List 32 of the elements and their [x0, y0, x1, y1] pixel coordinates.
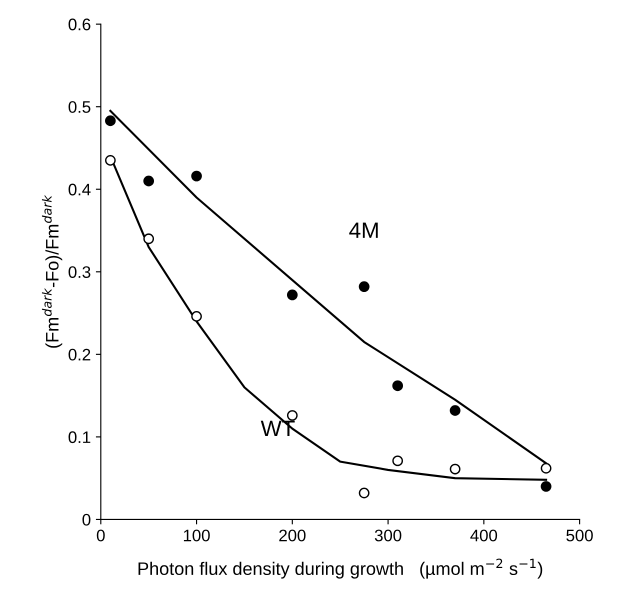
x-tick-label: 500: [566, 530, 593, 542]
y-tick-label: 0.6: [68, 18, 90, 30]
x-axis-title: Photon flux density during growth (µmol m$^{−2}$ s$^{−1}$): [138, 558, 542, 579]
y-tick-label: 0.1: [68, 431, 90, 444]
point: [540, 462, 552, 474]
y-tick-label: 0.5: [68, 101, 90, 113]
point: [392, 455, 404, 466]
x-tick-label: 100: [184, 530, 210, 542]
point: [358, 488, 370, 498]
point: [286, 410, 298, 421]
y-axis-title: (Fm$^{dark}$-Fo)/Fm$^{dark}$: [42, 194, 62, 348]
annotation: 4M: [349, 222, 378, 238]
point: [191, 311, 202, 322]
point: [105, 155, 116, 166]
x-tick-label: 400: [470, 530, 498, 542]
point: [358, 281, 370, 292]
point: [540, 481, 552, 492]
x-tick-label: 200: [279, 530, 306, 542]
point: [392, 380, 404, 392]
point: [105, 115, 116, 126]
y-tick-label: 0.3: [68, 266, 90, 278]
point: [450, 405, 460, 416]
y-tick-label: 0: [82, 514, 90, 526]
point: [143, 176, 154, 186]
y-tick-label: 0.4: [68, 184, 91, 196]
point: [143, 233, 154, 244]
point: [191, 170, 202, 182]
x-tick-label: 0: [96, 530, 105, 542]
y-tick-label: 0.2: [68, 348, 90, 361]
point: [286, 290, 298, 300]
x-tick-label: 300: [374, 530, 402, 542]
point: [450, 464, 460, 474]
